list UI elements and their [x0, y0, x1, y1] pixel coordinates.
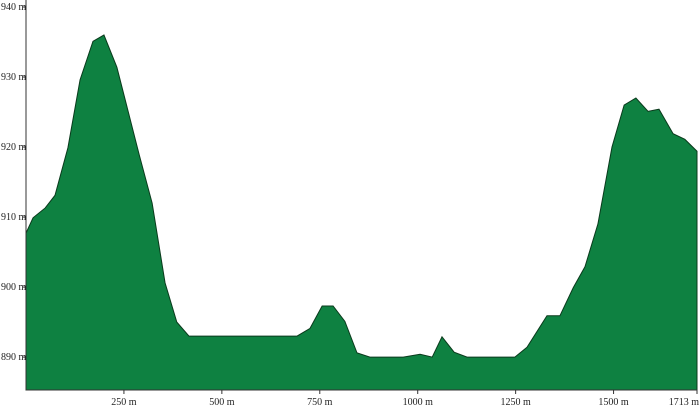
y-tick-label: 920 m	[1, 142, 27, 153]
x-tick-label: 500 m	[209, 397, 235, 408]
elevation-area	[25, 34, 698, 391]
x-tick-label: 1000 m	[403, 397, 434, 408]
x-tick-label: 1500 m	[598, 397, 629, 408]
y-tick-label: 930 m	[1, 72, 27, 83]
x-tick-label: 1250 m	[500, 397, 531, 408]
y-tick-label: 900 m	[1, 282, 27, 293]
y-tick-label: 940 m	[1, 2, 27, 13]
y-tick-label: 910 m	[1, 212, 27, 223]
y-tick-label: 890 m	[1, 352, 27, 363]
x-tick-label: 1713 m	[669, 397, 700, 408]
x-tick-label: 750 m	[307, 397, 333, 408]
x-tick-label: 250 m	[111, 397, 137, 408]
